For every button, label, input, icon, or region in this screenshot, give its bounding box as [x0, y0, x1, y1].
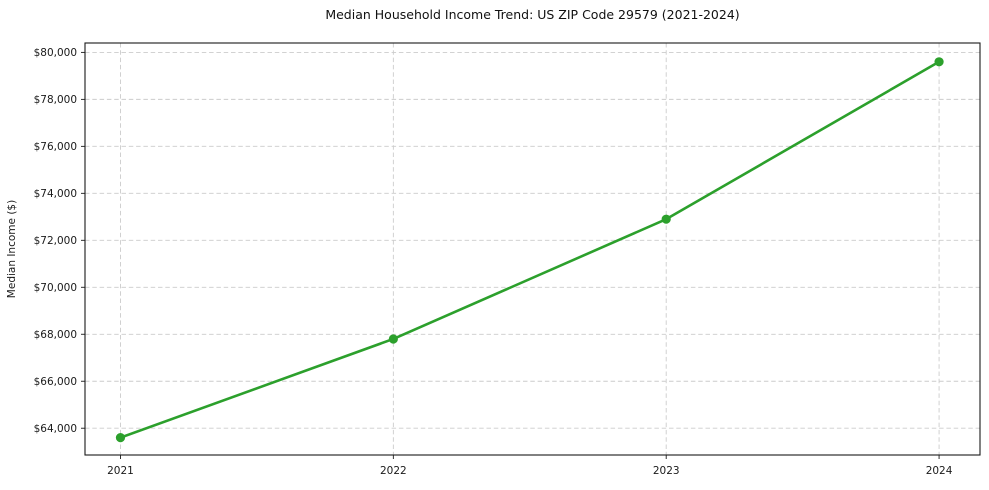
data-point-2024 [934, 57, 944, 67]
trend-line [119, 60, 941, 439]
y-tick-label: $64,000 [34, 423, 77, 435]
data-point-2021 [115, 433, 126, 443]
data-point-2022 [388, 334, 398, 344]
x-tick-label: 2022 [380, 465, 407, 477]
plot-border [84, 42, 981, 456]
data-point-2023 [661, 214, 671, 224]
x-tick-label: 2024 [926, 465, 953, 477]
axis-ticks [81, 51, 940, 459]
y-tick-label: $80,000 [34, 47, 77, 59]
x-tick-label: 2023 [653, 465, 680, 477]
axis-tick-labels: $64,000 $66,000 $68,000 $70,000 $72,000 $74,0… [34, 47, 953, 477]
x-tick-label: 2021 [107, 465, 134, 477]
y-tick-label: $74,000 [34, 188, 77, 200]
y-tick-label: $78,000 [34, 94, 77, 106]
y-tick-label: $76,000 [34, 141, 77, 153]
chart-title: Median Household Income Trend: US ZIP Co… [325, 7, 739, 22]
income-trend-series [115, 57, 944, 443]
y-tick-label: $70,000 [34, 282, 77, 294]
y-tick-label: $68,000 [34, 329, 77, 341]
y-tick-label: $66,000 [34, 376, 77, 388]
grid-layer [85, 43, 980, 455]
y-tick-label: $72,000 [34, 235, 77, 247]
y-axis-label: Median Income ($) [6, 200, 18, 298]
